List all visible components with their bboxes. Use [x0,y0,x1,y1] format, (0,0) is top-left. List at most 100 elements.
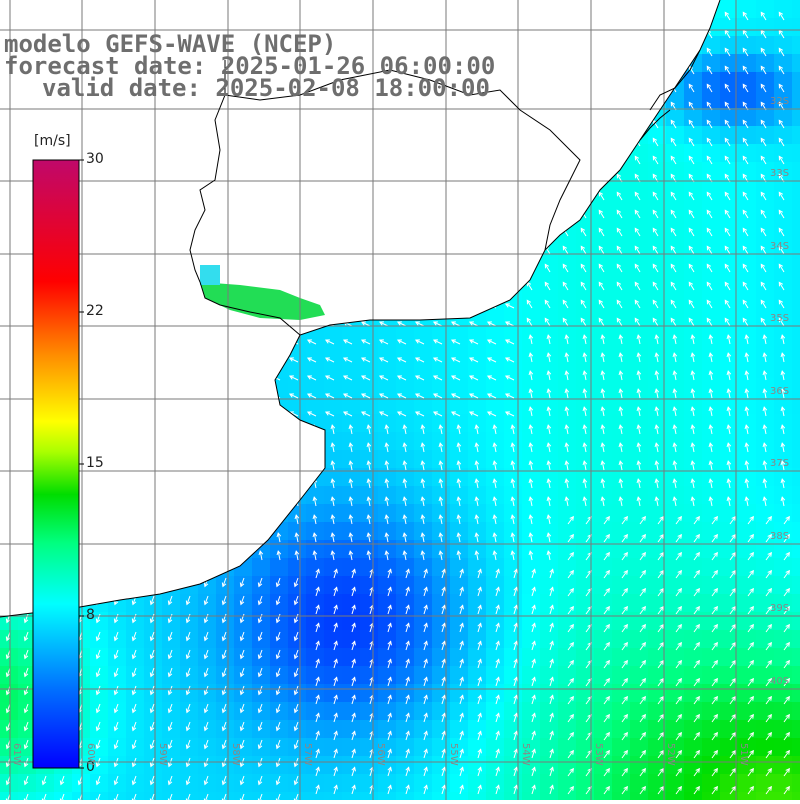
speed-cell [702,774,721,793]
speed-cell [792,774,800,793]
speed-cell [486,738,505,757]
speed-cell [774,216,793,235]
speed-cell [594,540,613,559]
speed-cell [612,738,631,757]
speed-cell [324,576,343,595]
speed-cell [792,90,800,109]
speed-cell [666,576,685,595]
speed-cell [774,558,793,577]
speed-cell [342,756,361,775]
speed-cell [360,774,379,793]
speed-cell [702,666,721,685]
speed-cell [414,612,433,631]
speed-cell [378,720,397,739]
speed-cell [432,666,451,685]
speed-cell [468,666,487,685]
speed-cell [558,630,577,649]
speed-cell [756,504,775,523]
speed-cell [612,252,631,271]
speed-cell [774,288,793,307]
speed-cell [396,702,415,721]
speed-cell [360,684,379,703]
speed-cell [612,612,631,631]
speed-cell [774,612,793,631]
speed-cell [576,558,595,577]
speed-cell [432,594,451,613]
speed-cell [594,774,613,793]
speed-cell [774,270,793,289]
speed-cell [738,198,757,217]
speed-cell [792,630,800,649]
speed-cell [486,702,505,721]
speed-cell [558,684,577,703]
speed-cell [306,792,325,800]
speed-cell [738,666,757,685]
speed-cell [378,666,397,685]
speed-cell [342,594,361,613]
speed-cell [522,792,541,800]
speed-cell [756,558,775,577]
speed-cell [450,684,469,703]
speed-cell [702,756,721,775]
speed-cell [702,234,721,253]
speed-cell [342,666,361,685]
speed-cell [738,288,757,307]
speed-cell [630,738,649,757]
speed-cell [738,630,757,649]
speed-cell [522,720,541,739]
speed-cell [432,774,451,793]
speed-cell [522,558,541,577]
speed-cell [756,792,775,800]
speed-cell [630,792,649,800]
speed-cell [522,666,541,685]
speed-cell [540,612,559,631]
speed-cell [684,162,703,181]
speed-cell [738,108,757,127]
speed-cell [558,234,577,253]
speed-cell [774,36,793,55]
speed-cell [540,576,559,595]
speed-cell [792,306,800,325]
speed-cell [738,792,757,800]
speed-cell [576,792,595,800]
speed-cell [684,288,703,307]
speed-cell [666,630,685,649]
speed-cell [666,720,685,739]
speed-cell [342,630,361,649]
speed-cell [522,288,541,307]
speed-cell [558,252,577,271]
speed-cell [738,702,757,721]
speed-cell [594,234,613,253]
speed-cell [558,270,577,289]
speed-cell [792,720,800,739]
speed-cell [504,630,523,649]
speed-cell [630,576,649,595]
speed-cell [738,522,757,541]
speed-cell [342,648,361,667]
speed-cell [684,720,703,739]
speed-cell [756,720,775,739]
speed-cell [324,558,343,577]
speed-cell [738,576,757,595]
speed-cell [450,630,469,649]
speed-cell [666,504,685,523]
speed-cell [684,756,703,775]
speed-cell [684,126,703,145]
speed-cell [612,666,631,685]
speed-cell [378,774,397,793]
speed-cell [738,540,757,559]
lat-label: 35S [770,313,789,324]
speed-cell [630,522,649,541]
speed-cell [792,234,800,253]
speed-cell [306,684,325,703]
speed-cell [306,720,325,739]
speed-cell [576,684,595,703]
speed-cell [360,792,379,800]
speed-cell [324,738,343,757]
lat-label: 39S [770,603,789,614]
speed-cell [576,738,595,757]
speed-cell [684,540,703,559]
speed-cell [594,594,613,613]
speed-cell [396,612,415,631]
speed-cell [576,774,595,793]
